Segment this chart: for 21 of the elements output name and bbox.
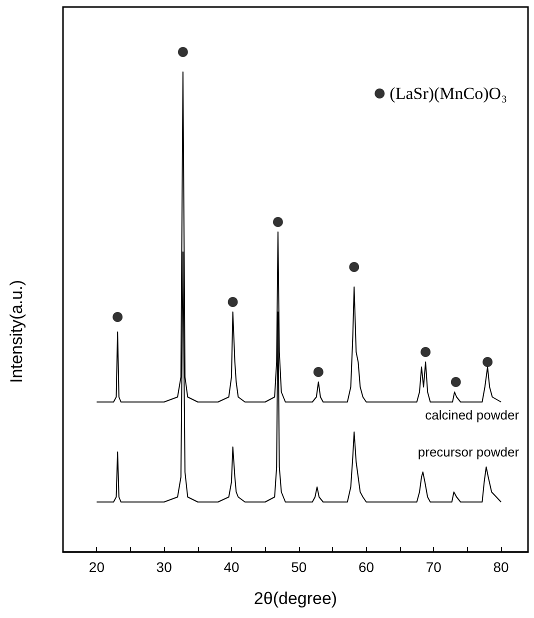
legend-label: (LaSr)(MnCo)O₃ (390, 84, 508, 103)
y-axis-title: Intensity(a.u.) (7, 280, 26, 383)
x-axis-title: 2θ(degree) (254, 589, 338, 608)
point (272, 217, 283, 227)
x-tick-label: 70 (426, 559, 442, 575)
point (228, 297, 238, 307)
point (349, 262, 360, 272)
x-tick-label: 60 (358, 559, 374, 575)
point (450, 377, 461, 387)
x-tick-label: 20 (88, 559, 105, 575)
point (112, 312, 123, 322)
point (420, 347, 431, 357)
x-tick-label: 50 (291, 559, 307, 575)
x-tick-label: 80 (493, 559, 510, 575)
series-label: precursor powder (418, 444, 520, 460)
point (482, 357, 493, 367)
point (313, 367, 324, 377)
point (178, 47, 188, 57)
series-label: calcined powder (425, 408, 520, 422)
x-tick-label: 30 (156, 559, 172, 575)
x-tick-label: 40 (224, 559, 240, 575)
